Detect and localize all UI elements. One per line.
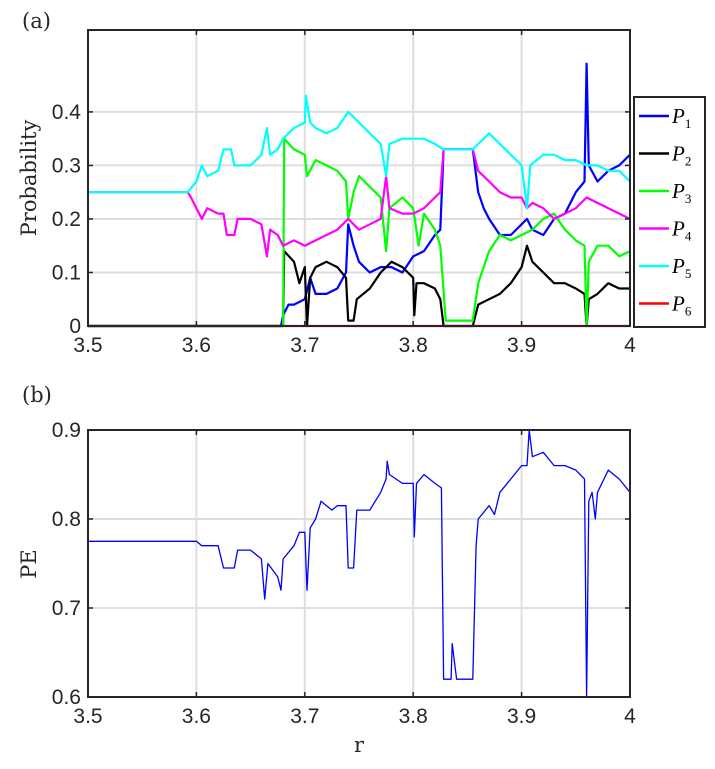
x-tick-label: 3.9 xyxy=(507,705,536,728)
x-tick-label: 3.7 xyxy=(290,705,319,728)
y-tick-label: 0.8 xyxy=(52,508,81,531)
x-tick-label: 3.5 xyxy=(73,705,102,728)
y-axis-label-probability: Probability xyxy=(17,120,41,237)
axes-box xyxy=(87,429,631,698)
pe-panel: (b) PE r 3.5 3.6 3.7 3.8 3.9 4 0.6 0.7 0.8 0.9 xyxy=(17,383,636,757)
x-tick-label: 3.8 xyxy=(399,705,428,728)
y-tick-label: 0.4 xyxy=(52,101,82,124)
legend-subscript: 1 xyxy=(685,116,692,131)
panel-label-b: (b) xyxy=(22,383,52,407)
series-line-p3 xyxy=(88,137,630,328)
series-line-p4 xyxy=(88,148,630,258)
y-axis-label-pe: PE xyxy=(17,549,41,578)
x-tick-label: 4 xyxy=(624,705,636,728)
axes-box xyxy=(87,29,631,327)
x-tick-label: 3.6 xyxy=(182,334,211,357)
y-tick-label: 0.1 xyxy=(52,261,81,284)
plot-area xyxy=(88,430,630,697)
legend-subscript: 4 xyxy=(685,229,692,244)
y-tick-label: 0.3 xyxy=(52,154,81,177)
legend-subscript: 5 xyxy=(685,266,692,281)
series-line-pe xyxy=(88,429,630,698)
series-line-p5 xyxy=(88,94,630,210)
series-line-p1 xyxy=(88,62,630,328)
x-tick-label: 4 xyxy=(624,334,636,357)
y-tick-label: 0.7 xyxy=(52,597,81,620)
y-tick-label: 0.6 xyxy=(52,686,81,709)
y-tick-label: 0.2 xyxy=(52,208,81,231)
legend-box xyxy=(633,96,706,328)
legend-subscript: 3 xyxy=(685,191,692,206)
y-tick-label: 0.9 xyxy=(52,419,81,442)
legend-subscript: 2 xyxy=(685,154,692,169)
x-tick-label: 3.9 xyxy=(507,334,536,357)
x-axis-label-r: r xyxy=(354,733,365,757)
x-tick-label: 3.6 xyxy=(182,705,211,728)
x-tick-label: 3.8 xyxy=(399,334,428,357)
x-tick-label: 3.7 xyxy=(290,334,319,357)
y-tick-label: 0 xyxy=(69,315,81,338)
legend-subscript: 6 xyxy=(685,304,692,319)
panel-label-a: (a) xyxy=(22,9,51,33)
x-tick-label: 3.5 xyxy=(73,334,102,357)
probability-panel: (a) Probability 3.5 3.6 3.7 3.8 3.9 4 0 0.1 0.2 0… xyxy=(17,9,706,357)
series-line-p2 xyxy=(88,244,630,328)
